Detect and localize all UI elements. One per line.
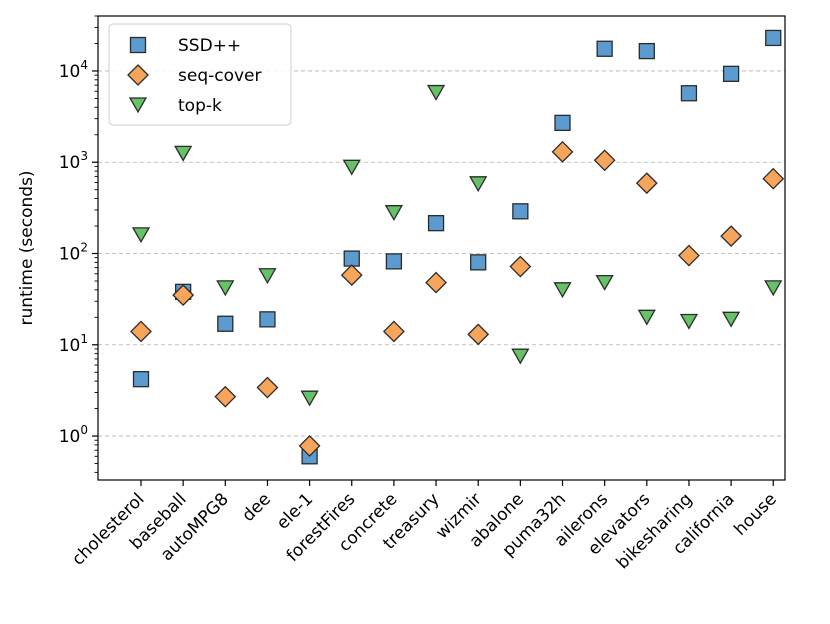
series-top-k [131,84,783,407]
point-top-k-baseball [174,145,193,162]
legend: SSD++ seq-cover top-k [108,23,292,126]
point-seq-cover-baseball [172,284,195,307]
series-SSD++ [132,29,782,465]
point-seq-cover-wizmir [467,323,490,346]
data-points [130,29,785,465]
point-seq-cover-ele-1 [298,434,321,457]
point-seq-cover-cholesterol [130,320,152,343]
point-SSD++-ailerons [596,40,613,57]
legend-marker-seq-cover [127,64,149,86]
point-SSD++-dee [259,311,276,328]
legend-box [108,23,292,126]
series-seq-cover [130,140,785,457]
point-top-k-california [721,311,741,328]
x-tick-label-house: house [730,489,780,539]
y-tick-label: 103 [59,149,88,173]
point-top-k-ele-1 [300,390,319,407]
point-seq-cover-concrete [382,320,405,343]
y-tick-label: 100 [59,423,88,447]
point-seq-cover-puma32h [551,140,574,163]
point-seq-cover-house [762,167,785,190]
point-seq-cover-dee [256,376,279,399]
point-seq-cover-california [720,225,743,248]
point-seq-cover-elevators [635,172,658,195]
plot-area-frame [97,15,786,481]
point-seq-cover-ailerons [593,149,616,172]
point-top-k-forestFires [342,159,361,176]
y-tick-label: 102 [59,241,88,265]
point-top-k-house [764,280,783,297]
point-SSD++-concrete [385,253,403,270]
point-top-k-puma32h [553,282,572,299]
x-tick-label-dee: dee [238,489,275,526]
point-top-k-abalone [511,348,530,365]
point-SSD++-abalone [512,203,529,220]
y-axis: 100 101 102 103 104 [59,15,98,473]
point-seq-cover-bikesharing [678,244,700,267]
point-SSD++-forestFires [343,250,360,267]
point-SSD++-house [765,29,782,47]
point-SSD++-treasury [427,215,445,232]
point-top-k-bikesharing [679,313,699,330]
point-seq-cover-abalone [509,255,532,278]
point-seq-cover-autoMPG8 [214,385,237,408]
point-top-k-cholesterol [131,227,151,244]
point-SSD++-puma32h [554,114,571,132]
point-top-k-wizmir [469,176,488,193]
point-SSD++-wizmir [470,254,487,271]
point-top-k-autoMPG8 [216,280,235,297]
legend-marker-top-k [128,97,148,114]
point-top-k-concrete [384,205,404,221]
y-axis-label: runtime (seconds) [17,170,37,325]
y-tick-label: 104 [59,58,88,82]
point-SSD++-california [722,65,740,82]
point-SSD++-bikesharing [680,85,698,102]
point-SSD++-autoMPG8 [217,315,234,332]
point-top-k-ailerons [595,274,614,291]
point-seq-cover-treasury [425,271,447,294]
point-SSD++-elevators [638,42,655,60]
legend-label-seq-cover: seq-cover [178,66,262,86]
point-SSD++-cholesterol [132,371,150,388]
point-top-k-dee [258,268,277,285]
point-top-k-treasury [426,84,446,101]
legend-label-SSD++: SSD++ [178,36,241,56]
point-top-k-elevators [637,309,656,326]
grid-lines [98,70,785,437]
point-seq-cover-forestFires [340,264,363,287]
legend-marker-SSD++ [129,36,147,54]
legend-label-top-k: top-k [178,96,222,116]
y-tick-label: 101 [59,332,88,356]
